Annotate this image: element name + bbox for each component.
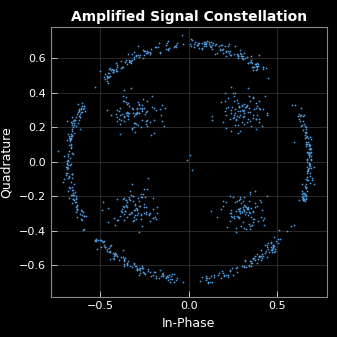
Channel 1 bbox=[235, 114, 239, 118]
Channel 1 bbox=[185, 158, 189, 162]
X-axis label: In-Phase: In-Phase bbox=[162, 317, 215, 330]
Line: Channel 1: Channel 1 bbox=[56, 34, 316, 284]
Channel 1 bbox=[100, 240, 104, 244]
Channel 1 bbox=[206, 281, 210, 285]
Channel 1 bbox=[290, 103, 294, 107]
Channel 1 bbox=[180, 33, 184, 37]
Channel 1 bbox=[69, 145, 73, 149]
Channel 1 bbox=[241, 57, 245, 61]
Title: Amplified Signal Constellation: Amplified Signal Constellation bbox=[71, 10, 307, 24]
Y-axis label: Quadrature: Quadrature bbox=[0, 126, 13, 197]
Channel 1 bbox=[109, 68, 113, 72]
Channel 1 bbox=[249, 264, 253, 268]
